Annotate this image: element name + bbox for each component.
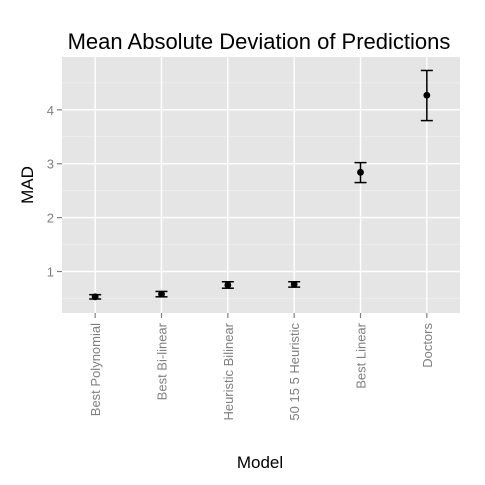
data-point (423, 91, 431, 99)
data-point (357, 168, 364, 176)
data-point (224, 281, 232, 289)
y-axis-title: MAD (18, 166, 37, 204)
data-point (158, 290, 165, 298)
y-tick-label: 3 (47, 157, 54, 172)
x-axis-title: Model (237, 453, 283, 472)
data-point (91, 293, 99, 301)
plot-panel (62, 57, 460, 313)
data-point-group (89, 293, 102, 301)
x-tick-label: Doctors (420, 323, 435, 368)
data-point-group (221, 280, 234, 289)
x-tick-label: Best Polynomial (88, 323, 103, 416)
data-point-group (155, 290, 168, 298)
y-tick-label: 1 (47, 265, 54, 280)
x-tick-label: Best Linear (354, 322, 369, 388)
y-tick-label: 2 (47, 211, 54, 226)
x-tick-label: 50 15 5 Heuristic (287, 323, 302, 421)
chart-title: Mean Absolute Deviation of Predictions (68, 29, 451, 54)
y-tick-label: 4 (47, 103, 54, 118)
data-marks (89, 69, 433, 301)
data-point-group (354, 161, 367, 184)
data-point-group (420, 69, 433, 122)
data-point (290, 281, 298, 288)
data-point-group (288, 280, 301, 288)
x-axis: Best Polynomial Best Bi-linear Heuristic B… (88, 313, 435, 421)
x-tick-label: Heuristic Bilinear (221, 322, 236, 420)
y-axis: 1 2 3 4 (47, 103, 62, 280)
grid-lines (62, 57, 460, 313)
x-tick-label: Best Bi-linear (155, 322, 170, 400)
